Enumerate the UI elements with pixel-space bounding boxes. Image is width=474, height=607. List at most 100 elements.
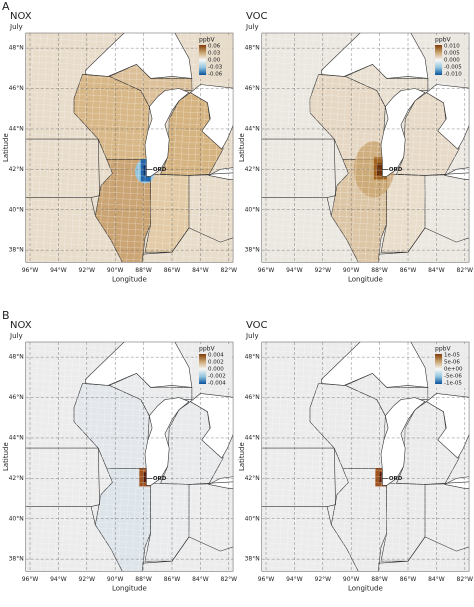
state-border	[326, 448, 336, 525]
section-label: B	[2, 309, 10, 322]
y-tick-label: 46°N	[9, 394, 24, 401]
y-tick-label: 42°N	[245, 475, 260, 482]
map-panel: 96°W 94°W 92°W 90°W 88°W 86°W 84°W 82°W 48°N 46°N…	[2, 320, 238, 592]
legend-label: 0.06	[208, 44, 221, 50]
lake	[321, 342, 429, 388]
y-tick-label: 48°N	[9, 45, 24, 52]
lake	[189, 393, 234, 459]
map-panel: 96°W 94°W 92°W 90°W 88°W 86°W 84°W 82°W 48°N 46°N…	[238, 320, 474, 592]
x-tick-label: 94°W	[50, 267, 67, 274]
y-tick-label: 38°N	[245, 556, 260, 563]
legend-label: -0.03	[208, 65, 223, 71]
x-tick-label: 90°W	[343, 267, 360, 274]
legend-label: -0.010	[444, 72, 462, 78]
lake	[321, 33, 429, 79]
x-tick-label: 84°W	[192, 576, 209, 583]
map-panel: 96°W 94°W 92°W 90°W 88°W 86°W 84°W 82°W 48°N 46°N…	[2, 11, 237, 283]
lake	[85, 342, 193, 388]
plot-frame	[25, 32, 234, 263]
state-border	[424, 536, 470, 552]
legend-label: 1e-05	[444, 353, 460, 359]
legend-label: 0.002	[208, 360, 224, 366]
panel-subtitle: July	[9, 23, 23, 31]
legend-label: -5e-06	[444, 374, 462, 380]
state-border	[424, 227, 470, 243]
x-tick-label: 90°W	[107, 576, 124, 583]
state-border	[142, 227, 190, 255]
y-tick-label: 40°N	[9, 206, 24, 213]
legend-label: 0.000	[208, 367, 224, 373]
x-tick-label: 84°W	[428, 267, 445, 274]
x-tick-label: 82°W	[457, 576, 474, 583]
x-tick-label: 84°W	[428, 576, 445, 583]
x-tick-label: 96°W	[258, 267, 275, 274]
panel-title: NOX	[10, 320, 32, 331]
x-tick-label: 82°W	[457, 267, 474, 274]
x-tick-label: 86°W	[164, 576, 181, 583]
y-tick-label: 44°N	[9, 434, 24, 441]
legend-label: 0.03	[208, 51, 221, 57]
legend-label: -1e-05	[444, 381, 462, 387]
x-axis-label: Longitude	[348, 584, 383, 592]
x-axis-label: Longitude	[112, 584, 147, 592]
lake	[425, 84, 470, 150]
plot-frame	[25, 341, 234, 572]
plot-frame	[261, 341, 470, 572]
lake	[144, 88, 190, 177]
x-axis-label: Longitude	[112, 275, 147, 283]
x-tick-label: 92°W	[79, 576, 96, 583]
x-tick-label: 88°W	[371, 576, 388, 583]
panel-title: VOC	[246, 320, 268, 331]
x-axis-label: Longitude	[348, 275, 383, 283]
legend-title: ppbV	[435, 37, 451, 44]
lake	[189, 84, 234, 150]
section-label: A	[2, 0, 10, 13]
panel-subtitle: July	[245, 332, 259, 340]
x-tick-label: 88°W	[135, 267, 152, 274]
annotation: ORD	[389, 167, 403, 173]
legend-label: -0.002	[208, 374, 226, 380]
colorbar	[435, 45, 443, 75]
y-tick-label: 44°N	[245, 125, 260, 132]
y-axis-label: Latitude	[238, 442, 246, 471]
lake	[425, 393, 470, 459]
colorbar	[199, 354, 207, 384]
legend-label: 0.00	[208, 58, 221, 64]
y-tick-label: 48°N	[245, 354, 260, 361]
legend-label: -0.004	[208, 381, 226, 387]
panel-subtitle: July	[245, 23, 259, 31]
legend-title: ppbV	[435, 346, 451, 353]
x-tick-label: 92°W	[79, 267, 96, 274]
annotation: ORD	[389, 476, 403, 482]
x-tick-label: 86°W	[164, 267, 181, 274]
map-panel: 96°W 94°W 92°W 90°W 88°W 86°W 84°W 82°W 48°N 46°N…	[238, 11, 474, 283]
x-tick-label: 92°W	[315, 267, 332, 274]
legend-label: 0.010	[444, 44, 460, 50]
y-axis-label: Latitude	[238, 133, 246, 162]
y-tick-label: 46°N	[245, 394, 260, 401]
legend-label: 0.000	[444, 58, 460, 64]
legend-title: ppbV	[199, 346, 215, 353]
panel-subtitle: July	[9, 332, 23, 340]
legend-label: 5e-06	[444, 360, 460, 366]
y-tick-label: 42°N	[9, 475, 24, 482]
lake	[85, 33, 193, 79]
x-tick-label: 86°W	[400, 576, 417, 583]
legend-label: -0.06	[208, 72, 223, 78]
y-tick-label: 44°N	[9, 125, 24, 132]
x-tick-label: 96°W	[22, 576, 39, 583]
x-tick-label: 94°W	[286, 267, 303, 274]
colorbar	[435, 354, 443, 384]
y-tick-label: 44°N	[245, 434, 260, 441]
legend-label: -0.005	[444, 65, 462, 71]
y-axis-label: Latitude	[2, 133, 10, 162]
y-tick-label: 46°N	[9, 85, 24, 92]
y-tick-label: 48°N	[9, 354, 24, 361]
state-border	[326, 139, 336, 216]
annotation: ORD	[153, 476, 167, 482]
x-tick-label: 82°W	[221, 576, 238, 583]
colorbar	[199, 45, 207, 75]
x-tick-label: 86°W	[400, 267, 417, 274]
y-tick-label: 42°N	[245, 166, 260, 173]
x-tick-label: 84°W	[192, 267, 209, 274]
